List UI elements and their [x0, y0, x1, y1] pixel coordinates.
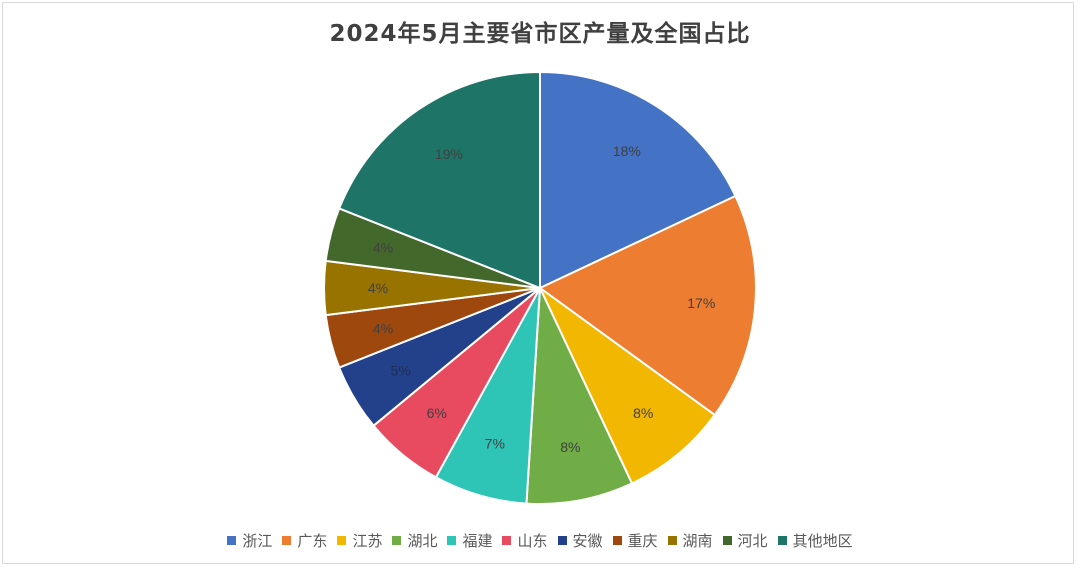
- legend-label: 福建: [462, 532, 493, 550]
- legend-swatch-icon: [282, 536, 292, 545]
- legend-item: 湖南: [667, 530, 713, 551]
- legend-item: 重庆: [612, 530, 658, 551]
- slice-label-7: 4%: [373, 320, 393, 336]
- legend-label: 山东: [517, 532, 548, 550]
- legend-swatch-icon: [502, 536, 512, 545]
- legend-swatch-icon: [557, 536, 567, 545]
- legend-label: 江苏: [352, 532, 383, 550]
- legend-item: 安徽: [557, 530, 603, 551]
- slice-label-1: 17%: [687, 295, 715, 311]
- legend-swatch-icon: [447, 536, 457, 545]
- legend-label: 湖北: [407, 532, 438, 550]
- legend-item: 其他地区: [777, 530, 853, 551]
- legend-label: 安徽: [572, 532, 603, 550]
- legend-label: 其他地区: [792, 532, 853, 550]
- legend-swatch-icon: [337, 536, 347, 545]
- legend-swatch-icon: [667, 536, 677, 545]
- legend-swatch-icon: [722, 536, 732, 545]
- chart-legend: 浙江 广东 江苏 湖北 福建 山东 安徽 重庆 湖南 河北 其他地区: [0, 530, 1080, 551]
- slice-label-0: 18%: [613, 143, 641, 159]
- pie-slice-0: [539, 70, 737, 290]
- legend-swatch-icon: [612, 536, 622, 545]
- slice-label-3: 8%: [560, 439, 580, 455]
- pie-slice-1: [538, 194, 757, 417]
- legend-item: 河北: [722, 530, 768, 551]
- slice-label-8: 4%: [368, 280, 388, 296]
- pie-slice-10: [337, 70, 541, 290]
- slice-label-6: 5%: [390, 362, 410, 378]
- legend-label: 重庆: [627, 532, 658, 550]
- legend-item: 湖北: [392, 530, 437, 551]
- legend-item: 山东: [502, 530, 548, 551]
- legend-item: 浙江: [227, 530, 272, 551]
- legend-label: 湖南: [682, 532, 713, 550]
- legend-item: 江苏: [337, 530, 382, 551]
- legend-swatch-icon: [227, 536, 237, 545]
- slice-label-9: 4%: [373, 240, 393, 256]
- legend-swatch-icon: [777, 536, 787, 545]
- slice-label-4: 7%: [485, 436, 505, 452]
- slice-label-5: 6%: [427, 405, 447, 421]
- pie-slice-2: [539, 287, 717, 485]
- slice-label-2: 8%: [633, 405, 653, 421]
- legend-item: 广东: [282, 530, 327, 551]
- chart-title: 2024年5月主要省市区产量及全国占比: [329, 21, 751, 47]
- legend-label: 河北: [737, 532, 768, 550]
- legend-swatch-icon: [392, 536, 402, 545]
- legend-label: 广东: [297, 532, 328, 550]
- slice-label-10: 19%: [435, 146, 463, 162]
- legend-label: 浙江: [242, 532, 273, 550]
- pie-slice-3: [525, 287, 634, 505]
- legend-item: 福建: [447, 530, 492, 551]
